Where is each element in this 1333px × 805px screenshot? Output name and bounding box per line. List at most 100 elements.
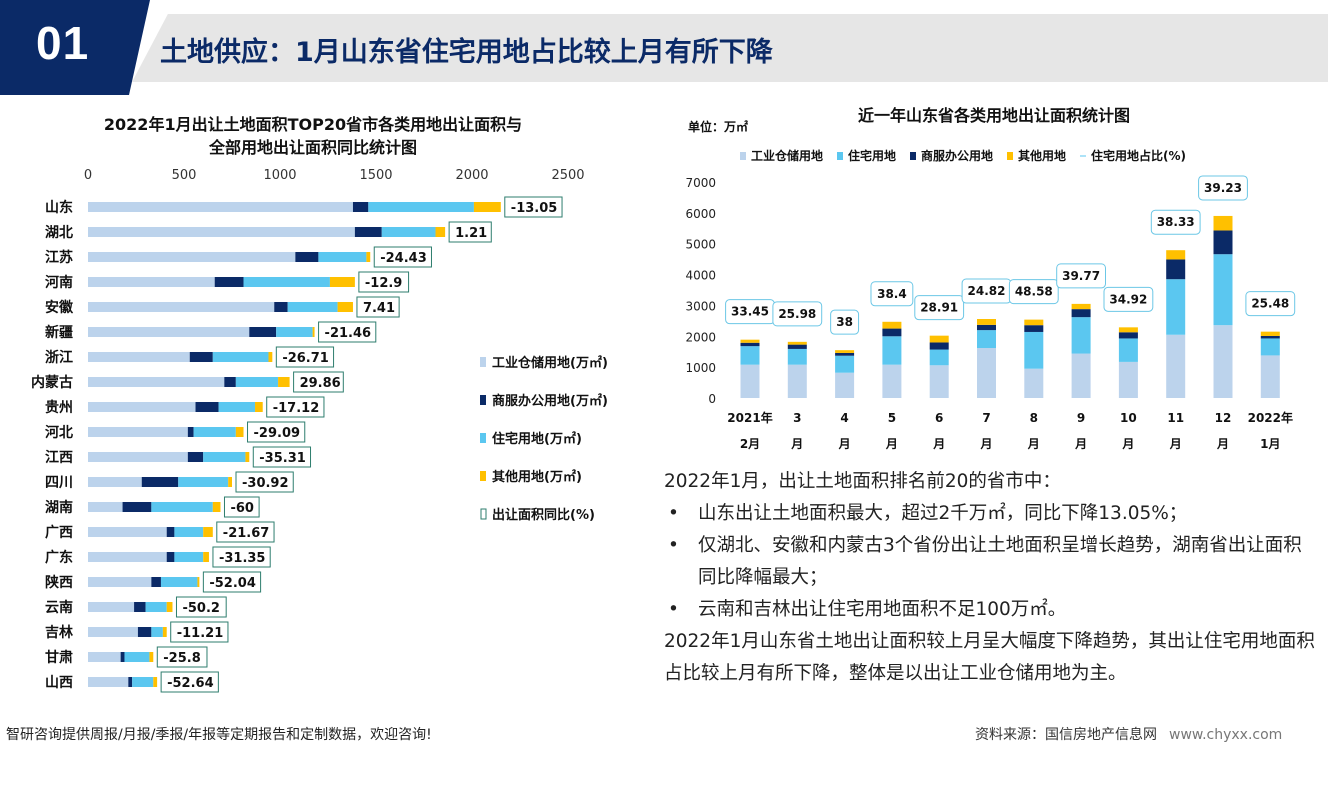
bar-segment-residential: [132, 677, 154, 687]
bar-segment-residential: [368, 202, 474, 212]
bar-segment-residential: [1118, 338, 1138, 362]
bar-segment-other: [197, 577, 200, 587]
x-tick-label: 8: [1030, 411, 1038, 425]
x-tick-label: 月: [838, 437, 851, 451]
page-title: 土地供应：1月山东省住宅用地占比较上月有所下降: [160, 37, 773, 68]
category-label: 甘肃: [45, 649, 73, 666]
bar-segment-industrial: [88, 302, 275, 312]
share-label: 39.77: [1062, 269, 1100, 283]
bar-segment-industrial: [88, 227, 355, 237]
bar-segment-industrial: [88, 252, 296, 262]
bar-segment-residential: [1213, 254, 1233, 326]
bar-segment-other: [1024, 319, 1044, 326]
x-tick-label: 2000: [455, 168, 488, 183]
x-tick-label: 12: [1215, 411, 1232, 425]
category-label: 江西: [45, 449, 73, 466]
bar-segment-other: [929, 335, 949, 343]
bar-segment-industrial: [88, 377, 225, 387]
category-label: 浙江: [45, 349, 73, 366]
bar-segment-other: [882, 321, 902, 329]
x-tick-label: 月: [932, 437, 945, 451]
category-label: 云南: [45, 599, 73, 616]
yoy-label-box: [216, 521, 275, 543]
category-label: 贵州: [45, 399, 73, 416]
bar-segment-industrial: [88, 552, 167, 562]
bar-segment-industrial: [88, 677, 129, 687]
bar-segment-industrial: [882, 364, 902, 398]
unit-label: 单位：万㎡: [688, 119, 748, 134]
bar-segment-commercial: [1071, 309, 1091, 318]
bar-segment-residential: [835, 355, 855, 373]
yoy-label: -31.35: [219, 551, 266, 566]
bar-segment-commercial: [295, 252, 319, 262]
x-tick-label: 5: [888, 411, 896, 425]
bar-segment-residential: [1166, 279, 1186, 335]
legend-label: 商服办公用地: [921, 148, 993, 163]
bar-segment-other: [835, 350, 855, 353]
bar-segment-commercial: [1118, 332, 1138, 339]
yoy-label-box: [156, 646, 208, 668]
legend-swatch-residential: [837, 152, 843, 160]
bar-segment-industrial: [740, 364, 760, 398]
bar-segment-residential: [287, 302, 338, 312]
share-label: 24.82: [968, 284, 1006, 298]
bar-segment-commercial: [1166, 259, 1186, 280]
bar-segment-other: [329, 277, 355, 287]
category-label: 内蒙古: [31, 374, 73, 391]
bar-segment-industrial: [787, 364, 807, 398]
bar-segment-other: [1260, 331, 1280, 336]
share-label-box: [830, 309, 860, 335]
x-tick-label: 月: [1074, 437, 1087, 451]
legend-label: 其他用地(万㎡): [492, 469, 582, 485]
bar-segment-industrial: [88, 427, 188, 437]
bar-segment-residential: [1260, 338, 1280, 356]
bar-segment-industrial: [88, 627, 138, 637]
bar-segment-other: [740, 339, 760, 343]
bar-segment-commercial: [166, 527, 175, 537]
bar-segment-other: [162, 627, 167, 637]
yoy-label-box: [252, 446, 312, 468]
bar-segment-other: [268, 352, 273, 362]
bar-segment-other: [166, 602, 173, 612]
bar-segment-other: [203, 527, 213, 537]
bar-segment-residential: [212, 352, 269, 362]
bar-segment-industrial: [88, 352, 190, 362]
bar-segment-industrial: [1024, 368, 1044, 398]
category-label: 四川: [45, 475, 73, 491]
yoy-label-box: [504, 196, 563, 218]
y-tick-label: 2000: [685, 330, 716, 344]
bar-segment-other: [203, 552, 209, 562]
share-label: 33.45: [731, 305, 769, 319]
x-tick-label: 月: [1027, 437, 1040, 451]
bar-segment-residential: [178, 477, 229, 487]
yoy-label-box: [247, 421, 306, 443]
legend-label: 工业仓储用地: [751, 148, 823, 163]
x-tick-label: 1000: [263, 168, 296, 183]
title-band: [132, 14, 1328, 82]
bar-segment-commercial: [1260, 335, 1280, 339]
bar-segment-other: [977, 319, 996, 325]
x-tick-label: 500: [172, 168, 197, 183]
bar-segment-other: [473, 202, 501, 212]
bar-segment-industrial: [88, 602, 135, 612]
bar-segment-industrial: [88, 402, 196, 412]
yoy-label-box: [175, 596, 227, 618]
category-label: 湖北: [45, 225, 73, 241]
yoy-label: -52.04: [209, 576, 256, 591]
legend-label: 住宅用地: [848, 148, 896, 163]
y-tick-label: 0: [708, 392, 716, 406]
yoy-label: -52.64: [167, 676, 214, 691]
bar-segment-residential: [1071, 317, 1091, 354]
bar-segment-residential: [882, 336, 902, 365]
category-label: 河北: [45, 424, 73, 441]
category-label: 广东: [45, 549, 73, 566]
category-label: 湖南: [45, 499, 73, 516]
bar-segment-residential: [203, 452, 246, 462]
bar-segment-industrial: [1118, 361, 1138, 398]
legend-label: 商服办公用地(万㎡): [492, 393, 608, 409]
legend-swatch-commercial: [910, 152, 916, 160]
yoy-label-box: [275, 346, 335, 368]
bar-segment-commercial: [977, 324, 996, 331]
bar-segment-commercial: [120, 652, 125, 662]
share-label: 25.98: [778, 307, 816, 321]
